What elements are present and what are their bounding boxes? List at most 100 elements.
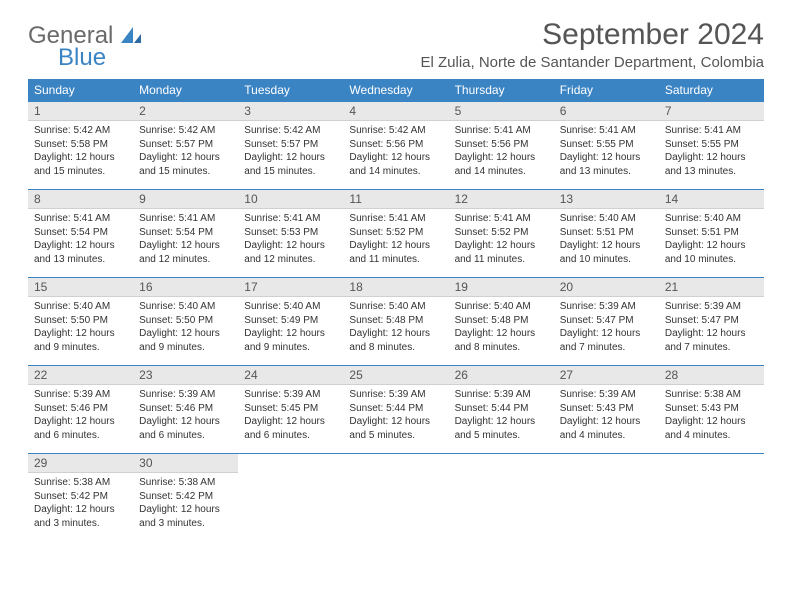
calendar-cell: 16Sunrise: 5:40 AMSunset: 5:50 PMDayligh…	[133, 277, 238, 365]
day-number: 5	[449, 102, 554, 121]
day-number: 26	[449, 366, 554, 385]
day-details: Sunrise: 5:42 AMSunset: 5:56 PMDaylight:…	[343, 121, 448, 181]
calendar-cell: 21Sunrise: 5:39 AMSunset: 5:47 PMDayligh…	[659, 277, 764, 365]
calendar-body: 1Sunrise: 5:42 AMSunset: 5:58 PMDaylight…	[28, 101, 764, 541]
day-number: 13	[554, 190, 659, 209]
calendar-cell: 29Sunrise: 5:38 AMSunset: 5:42 PMDayligh…	[28, 453, 133, 541]
day-details: Sunrise: 5:39 AMSunset: 5:45 PMDaylight:…	[238, 385, 343, 445]
day-number: 19	[449, 278, 554, 297]
day-details: Sunrise: 5:41 AMSunset: 5:55 PMDaylight:…	[554, 121, 659, 181]
calendar-cell: 5Sunrise: 5:41 AMSunset: 5:56 PMDaylight…	[449, 101, 554, 189]
day-number: 14	[659, 190, 764, 209]
calendar-cell: 6Sunrise: 5:41 AMSunset: 5:55 PMDaylight…	[554, 101, 659, 189]
calendar-row: 22Sunrise: 5:39 AMSunset: 5:46 PMDayligh…	[28, 365, 764, 453]
day-number: 3	[238, 102, 343, 121]
day-number: 18	[343, 278, 448, 297]
weekday-header: Wednesday	[343, 79, 448, 101]
calendar-cell: 17Sunrise: 5:40 AMSunset: 5:49 PMDayligh…	[238, 277, 343, 365]
calendar-cell: 3Sunrise: 5:42 AMSunset: 5:57 PMDaylight…	[238, 101, 343, 189]
calendar-table: Sunday Monday Tuesday Wednesday Thursday…	[28, 79, 764, 541]
logo-sail-icon	[121, 30, 141, 47]
calendar-cell-empty	[554, 453, 659, 541]
weekday-header: Friday	[554, 79, 659, 101]
weekday-header: Thursday	[449, 79, 554, 101]
day-details: Sunrise: 5:38 AMSunset: 5:42 PMDaylight:…	[133, 473, 238, 533]
day-number: 11	[343, 190, 448, 209]
calendar-cell: 23Sunrise: 5:39 AMSunset: 5:46 PMDayligh…	[133, 365, 238, 453]
day-details: Sunrise: 5:40 AMSunset: 5:50 PMDaylight:…	[28, 297, 133, 357]
day-details: Sunrise: 5:41 AMSunset: 5:54 PMDaylight:…	[133, 209, 238, 269]
day-number: 28	[659, 366, 764, 385]
calendar-cell: 11Sunrise: 5:41 AMSunset: 5:52 PMDayligh…	[343, 189, 448, 277]
day-number: 25	[343, 366, 448, 385]
day-details: Sunrise: 5:40 AMSunset: 5:51 PMDaylight:…	[659, 209, 764, 269]
title-block: September 2024 El Zulia, Norte de Santan…	[420, 18, 764, 71]
weekday-header: Tuesday	[238, 79, 343, 101]
day-details: Sunrise: 5:39 AMSunset: 5:43 PMDaylight:…	[554, 385, 659, 445]
day-number: 4	[343, 102, 448, 121]
calendar-cell: 27Sunrise: 5:39 AMSunset: 5:43 PMDayligh…	[554, 365, 659, 453]
weekday-header: Sunday	[28, 79, 133, 101]
day-details: Sunrise: 5:41 AMSunset: 5:56 PMDaylight:…	[449, 121, 554, 181]
day-number: 24	[238, 366, 343, 385]
day-details: Sunrise: 5:40 AMSunset: 5:49 PMDaylight:…	[238, 297, 343, 357]
calendar-cell-empty	[238, 453, 343, 541]
day-details: Sunrise: 5:41 AMSunset: 5:53 PMDaylight:…	[238, 209, 343, 269]
calendar-cell: 25Sunrise: 5:39 AMSunset: 5:44 PMDayligh…	[343, 365, 448, 453]
day-details: Sunrise: 5:40 AMSunset: 5:50 PMDaylight:…	[133, 297, 238, 357]
day-number: 21	[659, 278, 764, 297]
calendar-cell: 8Sunrise: 5:41 AMSunset: 5:54 PMDaylight…	[28, 189, 133, 277]
calendar-row: 1Sunrise: 5:42 AMSunset: 5:58 PMDaylight…	[28, 101, 764, 189]
day-details: Sunrise: 5:42 AMSunset: 5:57 PMDaylight:…	[133, 121, 238, 181]
day-details: Sunrise: 5:39 AMSunset: 5:46 PMDaylight:…	[133, 385, 238, 445]
day-details: Sunrise: 5:39 AMSunset: 5:47 PMDaylight:…	[659, 297, 764, 357]
day-number: 30	[133, 454, 238, 473]
day-details: Sunrise: 5:40 AMSunset: 5:51 PMDaylight:…	[554, 209, 659, 269]
calendar-cell: 30Sunrise: 5:38 AMSunset: 5:42 PMDayligh…	[133, 453, 238, 541]
calendar-cell: 7Sunrise: 5:41 AMSunset: 5:55 PMDaylight…	[659, 101, 764, 189]
day-details: Sunrise: 5:41 AMSunset: 5:55 PMDaylight:…	[659, 121, 764, 181]
day-details: Sunrise: 5:40 AMSunset: 5:48 PMDaylight:…	[343, 297, 448, 357]
day-details: Sunrise: 5:40 AMSunset: 5:48 PMDaylight:…	[449, 297, 554, 357]
day-number: 15	[28, 278, 133, 297]
day-number: 16	[133, 278, 238, 297]
day-number: 22	[28, 366, 133, 385]
day-number: 29	[28, 454, 133, 473]
weekday-header-row: Sunday Monday Tuesday Wednesday Thursday…	[28, 79, 764, 101]
logo: General Blue	[28, 24, 141, 70]
day-details: Sunrise: 5:39 AMSunset: 5:44 PMDaylight:…	[449, 385, 554, 445]
calendar-cell: 2Sunrise: 5:42 AMSunset: 5:57 PMDaylight…	[133, 101, 238, 189]
calendar-cell: 24Sunrise: 5:39 AMSunset: 5:45 PMDayligh…	[238, 365, 343, 453]
calendar-cell: 19Sunrise: 5:40 AMSunset: 5:48 PMDayligh…	[449, 277, 554, 365]
calendar-cell: 13Sunrise: 5:40 AMSunset: 5:51 PMDayligh…	[554, 189, 659, 277]
calendar-cell: 10Sunrise: 5:41 AMSunset: 5:53 PMDayligh…	[238, 189, 343, 277]
calendar-cell: 15Sunrise: 5:40 AMSunset: 5:50 PMDayligh…	[28, 277, 133, 365]
calendar-cell: 20Sunrise: 5:39 AMSunset: 5:47 PMDayligh…	[554, 277, 659, 365]
day-details: Sunrise: 5:41 AMSunset: 5:52 PMDaylight:…	[449, 209, 554, 269]
day-number: 7	[659, 102, 764, 121]
calendar-row: 29Sunrise: 5:38 AMSunset: 5:42 PMDayligh…	[28, 453, 764, 541]
calendar-cell-empty	[449, 453, 554, 541]
calendar-cell: 26Sunrise: 5:39 AMSunset: 5:44 PMDayligh…	[449, 365, 554, 453]
day-number: 1	[28, 102, 133, 121]
day-details: Sunrise: 5:42 AMSunset: 5:57 PMDaylight:…	[238, 121, 343, 181]
calendar-cell: 9Sunrise: 5:41 AMSunset: 5:54 PMDaylight…	[133, 189, 238, 277]
day-details: Sunrise: 5:41 AMSunset: 5:54 PMDaylight:…	[28, 209, 133, 269]
day-number: 12	[449, 190, 554, 209]
calendar-cell: 28Sunrise: 5:38 AMSunset: 5:43 PMDayligh…	[659, 365, 764, 453]
calendar-cell: 1Sunrise: 5:42 AMSunset: 5:58 PMDaylight…	[28, 101, 133, 189]
logo-blue-text: Blue	[58, 46, 141, 70]
day-details: Sunrise: 5:39 AMSunset: 5:46 PMDaylight:…	[28, 385, 133, 445]
weekday-header: Monday	[133, 79, 238, 101]
location-text: El Zulia, Norte de Santander Department,…	[420, 54, 764, 71]
day-number: 10	[238, 190, 343, 209]
calendar-cell: 4Sunrise: 5:42 AMSunset: 5:56 PMDaylight…	[343, 101, 448, 189]
page-header: General Blue September 2024 El Zulia, No…	[28, 18, 764, 71]
day-details: Sunrise: 5:41 AMSunset: 5:52 PMDaylight:…	[343, 209, 448, 269]
day-number: 6	[554, 102, 659, 121]
calendar-cell: 14Sunrise: 5:40 AMSunset: 5:51 PMDayligh…	[659, 189, 764, 277]
day-details: Sunrise: 5:42 AMSunset: 5:58 PMDaylight:…	[28, 121, 133, 181]
calendar-cell: 12Sunrise: 5:41 AMSunset: 5:52 PMDayligh…	[449, 189, 554, 277]
day-details: Sunrise: 5:39 AMSunset: 5:44 PMDaylight:…	[343, 385, 448, 445]
day-number: 9	[133, 190, 238, 209]
